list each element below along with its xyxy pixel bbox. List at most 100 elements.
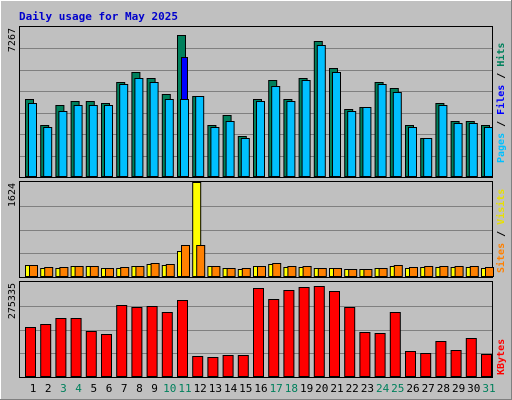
bar-kbytes [359, 332, 371, 377]
bar-sites [120, 267, 130, 277]
bar-kbytes [146, 306, 158, 377]
x-axis-day-label: 27 [422, 382, 435, 395]
bar-kbytes [283, 290, 295, 377]
bar-sites [150, 263, 160, 277]
x-axis-day-label: 21 [330, 382, 343, 395]
x-axis-day-label: 22 [346, 382, 359, 395]
bar-pages [271, 86, 281, 177]
x-axis-day-label: 17 [270, 382, 283, 395]
bar-kbytes [116, 305, 128, 377]
bar-pages [210, 127, 220, 177]
bar-sites [348, 269, 358, 277]
panel-visits-ymax-label: 1624 [7, 183, 18, 207]
bar-sites [454, 266, 464, 277]
bar-sites [363, 269, 373, 277]
bar-sites [241, 268, 251, 277]
bar-pages [195, 96, 205, 177]
x-axis-day-label: 28 [437, 382, 450, 395]
x-axis-day-label: 23 [361, 382, 374, 395]
bar-sites [409, 267, 418, 277]
bar-kbytes [344, 307, 356, 377]
legend-hits-files-pages: Pages / Files / Hits [495, 43, 507, 163]
x-axis-day-label: 15 [239, 382, 252, 395]
bar-pages [347, 111, 357, 177]
x-axis-day-label: 9 [151, 382, 158, 395]
bar-kbytes [420, 353, 432, 377]
x-axis-day-label: 4 [75, 382, 82, 395]
x-axis-day-label: 7 [121, 382, 128, 395]
legend-visits-sites: Sites / Visits [495, 189, 507, 273]
bar-pages [301, 80, 311, 177]
x-axis-day-label: 19 [300, 382, 313, 395]
legend-sep-1: / [496, 115, 507, 133]
bar-kbytes [435, 341, 447, 377]
bar-sites [378, 268, 388, 277]
x-axis-day-label: 12 [194, 382, 207, 395]
bar-pages [377, 84, 387, 177]
bar-sites [135, 266, 145, 277]
bar-kbytes [329, 291, 340, 377]
x-axis-day-label: 30 [467, 382, 480, 395]
x-axis-day-labels: 1 2 3 4 5 6 7 8 9 10 11 12 13 14 15 16 17 18 19 20 21 22 23 24 2… [30, 382, 496, 395]
bar-sites [257, 266, 266, 277]
bar-pages [362, 107, 372, 177]
bar-kbytes [177, 300, 188, 377]
bar-sites [29, 265, 38, 277]
bar-kbytes [131, 307, 143, 377]
bar-sites [333, 268, 342, 277]
bar-sites [393, 265, 403, 277]
bar-kbytes [268, 299, 280, 377]
bar-kbytes [313, 286, 325, 377]
bar-pages [149, 82, 159, 177]
x-axis-day-label: 13 [209, 382, 222, 395]
bar-kbytes [237, 355, 249, 377]
panel-hits-ymax-label: 7267 [7, 28, 18, 52]
panel-kbytes-ymax-label: 275335 [7, 283, 18, 319]
bar-pages [28, 103, 37, 177]
legend-files: Files [495, 85, 507, 115]
bar-pages [164, 99, 174, 177]
bar-sites [74, 266, 84, 277]
bar-sites [165, 264, 175, 277]
bar-pages [119, 84, 129, 177]
x-axis-day-label: 24 [376, 382, 390, 395]
x-axis-day-label: 16 [254, 382, 267, 395]
bar-pages [286, 101, 296, 177]
x-axis-day-label: 14 [224, 382, 238, 395]
chart-title: Daily usage for May 2025 [19, 10, 178, 23]
x-axis-day-label: 10 [163, 382, 176, 395]
bar-kbytes [55, 318, 67, 377]
legend-sep-3: / [496, 225, 507, 243]
bar-pages [256, 101, 265, 177]
bar-sites [287, 266, 297, 277]
x-axis-day-label: 20 [315, 382, 328, 395]
bar-sites [181, 245, 190, 277]
legend-visits: Visits [495, 189, 507, 225]
bar-sites [211, 266, 221, 277]
x-axis-day-label: 3 [60, 382, 67, 395]
bar-pages [225, 121, 235, 177]
legend-kbytes: KBytes [496, 339, 507, 375]
bar-sites [424, 266, 434, 277]
bar-pages [468, 123, 478, 177]
bar-pages [332, 72, 341, 177]
bar-pages [408, 127, 417, 177]
bar-sites [59, 267, 69, 277]
x-axis-day-label: 25 [391, 382, 404, 395]
bar-pages [423, 138, 433, 177]
bar-sites [485, 267, 494, 277]
panel-visits-sites-frame [19, 181, 493, 278]
bar-pages [180, 99, 189, 177]
x-axis-day-label: 11 [178, 382, 191, 395]
bar-kbytes [253, 288, 264, 377]
bar-kbytes [192, 356, 204, 377]
x-axis-day-label: 1 [30, 382, 37, 395]
bar-kbytes [161, 312, 173, 377]
bar-kbytes [298, 287, 310, 377]
bar-sites [439, 266, 449, 277]
bar-sites [469, 266, 479, 277]
bar-pages [58, 111, 68, 177]
bar-pages [484, 127, 493, 177]
x-axis-day-label: 2 [45, 382, 52, 395]
bar-kbytes [40, 324, 52, 377]
